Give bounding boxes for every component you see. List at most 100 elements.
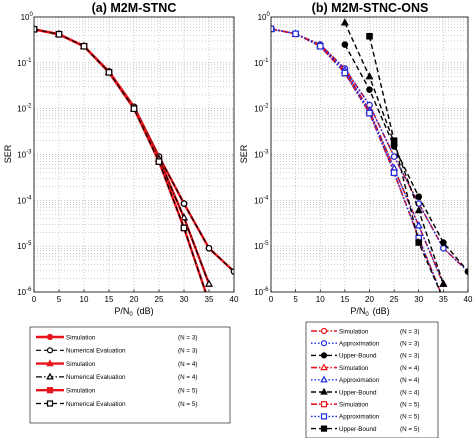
series-point-b-5 (365, 72, 374, 80)
series-point-a-5 (130, 105, 138, 112)
panel-b-x-ticks: 0 5 10 15 20 25 30 35 40 (269, 289, 473, 304)
y-tick-label: 10-3 (254, 150, 269, 160)
panel-a-plot (34, 24, 234, 292)
panel-b-y-label: SER (239, 144, 249, 163)
series-point-a-1 (205, 244, 213, 252)
legend-marker (46, 372, 54, 380)
y-tick-label: 10-6 (17, 287, 32, 297)
legend-label: Simulation (339, 328, 369, 335)
series-line-b-6 (271, 28, 442, 292)
legend-n-label: (N = 4) (400, 389, 419, 396)
x-tick-label: 35 (205, 295, 214, 304)
legend-label: Approximation (339, 377, 380, 384)
y-tick-label: 10-5 (17, 241, 32, 251)
y-tick-label: 10-2 (254, 104, 269, 114)
x-tick-label: 5 (293, 295, 298, 304)
series-point-a-1 (230, 268, 234, 275)
legend-n-label: (N = 4) (400, 377, 419, 384)
legend-label: Upper-Bound (339, 389, 377, 396)
legend-label: Simulation (66, 334, 96, 341)
legend-n-label: (N = 3) (178, 348, 197, 355)
legend-label: Numerical Evaluation (66, 401, 126, 408)
legend-marker (46, 359, 54, 367)
series-point-b-2 (440, 239, 447, 246)
x-tick-label: 35 (439, 295, 448, 304)
legend-n-label: (N = 5) (178, 388, 197, 395)
legend-marker (46, 333, 54, 341)
series-line-b-4 (271, 28, 445, 285)
x-tick-label: 20 (130, 295, 139, 304)
series-point-b-4 (414, 221, 423, 229)
x-tick-label: 5 (57, 295, 62, 304)
legend-marker (320, 375, 328, 383)
y-tick-label: 10-3 (17, 150, 32, 160)
legend-n-label: (N = 5) (178, 401, 197, 408)
series-point-a-5 (155, 158, 163, 165)
series-point-a-5 (180, 224, 188, 232)
series-line-b-8 (368, 36, 442, 292)
panel-b-axes-frame (270, 16, 469, 293)
panel-b-x-label: P/N0 (dB) (350, 306, 389, 318)
y-tick-label: 10-5 (254, 241, 269, 251)
legend-n-label: (N = 5) (400, 402, 419, 409)
series-point-a-5 (80, 42, 88, 50)
series-point-a-3 (180, 213, 188, 221)
series-point-b-7 (366, 109, 373, 117)
legend-marker (46, 400, 54, 407)
x-tick-label: 15 (340, 295, 349, 304)
series-point-b-8 (415, 239, 423, 246)
panel-b: (b) M2M-STNC-ONS 0 5 10 15 20 25 30 35 40 100 10-… (239, 1, 473, 318)
legend-label: Approximation (339, 341, 380, 348)
panel-a-y-label: SER (3, 144, 13, 163)
series-point-b-5 (414, 206, 423, 214)
legend-marker (320, 363, 328, 371)
x-tick-label: 10 (316, 295, 325, 304)
panel-b-legend: Simulation (N = 3) Approximation (N = 3) Upp… (305, 321, 439, 438)
legend-label: Simulation (66, 361, 96, 368)
legend-marker (46, 347, 54, 354)
legend-n-label: (N = 4) (178, 361, 197, 368)
panel-b-title: (b) M2M-STNC-ONS (312, 1, 429, 15)
legend-label: Numerical Evaluation (66, 374, 126, 381)
legend-marker (320, 387, 328, 395)
legend-marker (320, 413, 328, 420)
panel-a-legend: Simulation (N = 3) Numerical Evaluation (N … (29, 326, 231, 424)
series-line-a-4 (34, 28, 207, 292)
panel-b-legend-box (305, 321, 439, 438)
series-point-b-7 (292, 30, 299, 38)
y-tick-label: 10-1 (17, 58, 32, 68)
series-point-a-1 (180, 200, 188, 207)
legend-label: Simulation (339, 365, 369, 372)
legend-n-label: (N = 5) (400, 426, 419, 433)
legend-n-label: (N = 3) (178, 334, 197, 341)
y-tick-label: 10-2 (17, 104, 32, 114)
panel-a-title: (a) M2M-STNC (92, 1, 177, 15)
panel-b-y-ticks: 100 10-1 10-2 10-3 10-4 10-5 10-6 (254, 12, 270, 297)
x-tick-label: 40 (230, 295, 239, 304)
series-point-b-7 (341, 69, 349, 77)
legend-label: Numerical Evaluation (66, 348, 126, 355)
series-point-b-8 (366, 32, 373, 40)
series-point-a-5 (105, 69, 113, 76)
series-point-b-5 (439, 279, 448, 287)
legend-marker (320, 340, 328, 347)
y-tick-label: 100 (258, 12, 271, 22)
x-tick-label: 30 (414, 295, 423, 304)
x-tick-label: 25 (390, 295, 399, 304)
y-tick-label: 10-4 (17, 195, 32, 205)
legend-marker (320, 401, 328, 408)
series-line-a-3 (34, 28, 210, 285)
x-tick-label: 0 (269, 295, 274, 304)
panel-a-y-ticks: 100 10-1 10-2 10-3 10-4 10-5 10-6 (17, 12, 33, 297)
legend-label: Simulation (66, 388, 96, 395)
x-tick-label: 30 (180, 295, 189, 304)
legend-marker (320, 425, 328, 432)
series-point-a-3 (205, 279, 213, 287)
y-tick-label: 10-6 (254, 287, 269, 297)
series-point-b-8 (390, 137, 398, 145)
legend-n-label: (N = 4) (178, 374, 197, 381)
panel-b-grid (270, 16, 469, 293)
series-point-a-5 (34, 25, 38, 33)
legend-n-label: (N = 5) (400, 414, 419, 421)
